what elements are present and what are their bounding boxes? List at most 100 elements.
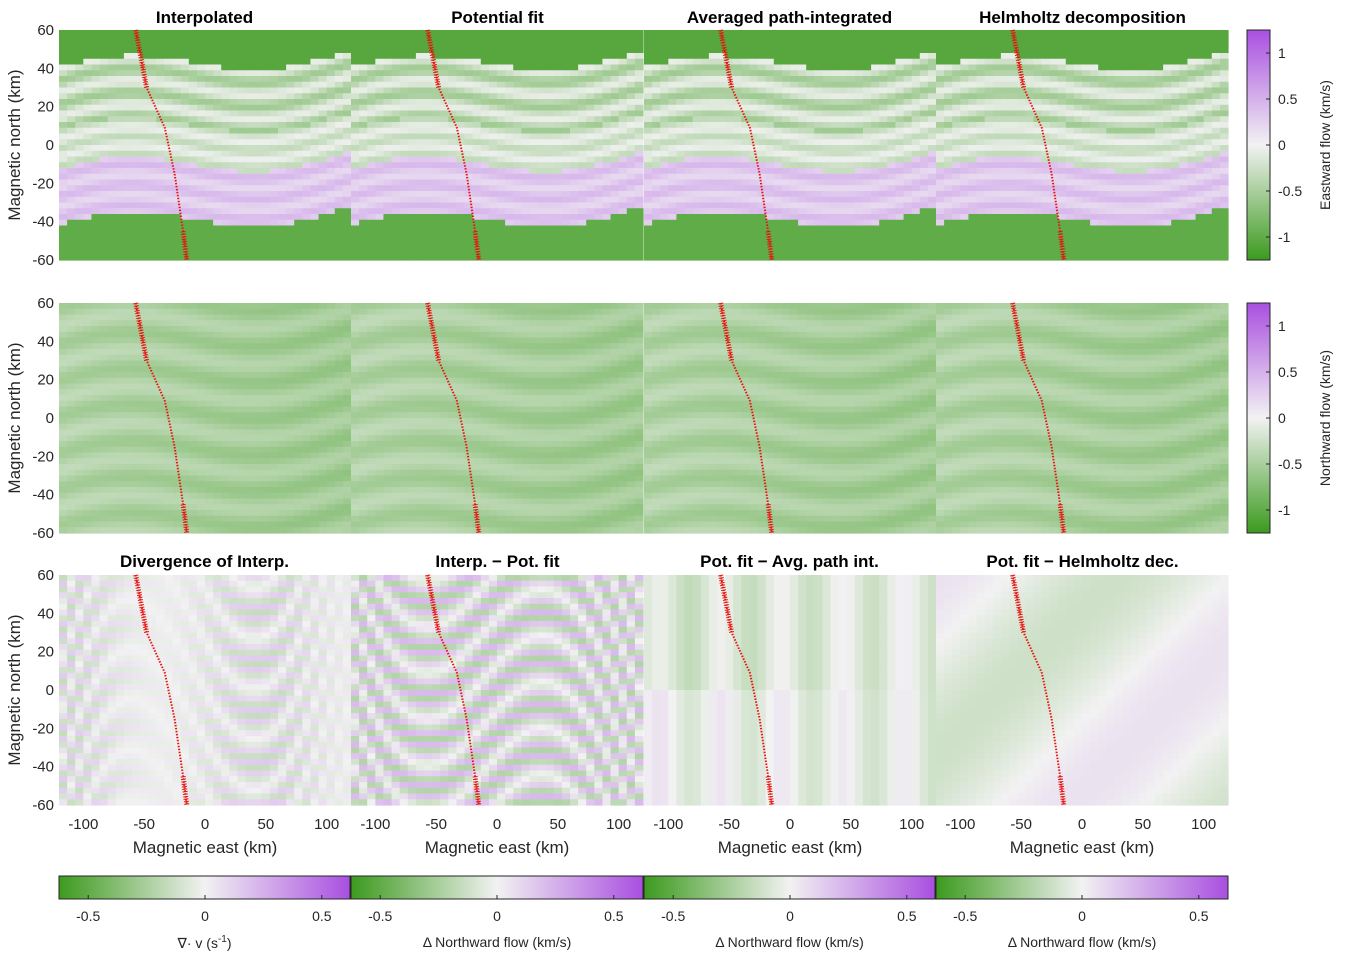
heatmap-cell [164, 116, 174, 123]
heatmap-cell [367, 248, 376, 255]
heatmap-cell [700, 191, 710, 198]
heatmap-cell [172, 70, 182, 77]
heatmap-cell [626, 162, 636, 169]
heatmap-cell [561, 122, 571, 129]
heatmap-cell [488, 214, 498, 221]
heatmap-cell [1138, 116, 1148, 123]
heatmap-cell [992, 76, 1002, 83]
heatmap-cell [407, 76, 417, 83]
heatmap-cell [757, 248, 767, 255]
heatmap-cell [529, 30, 539, 37]
heatmap-cell [480, 58, 490, 66]
heatmap-cell [692, 202, 702, 209]
heatmap-cell [960, 35, 970, 43]
heatmap-cell [1049, 76, 1059, 83]
heatmap-cell [83, 122, 93, 129]
heatmap-cell [497, 70, 506, 77]
heatmap-cell [488, 254, 498, 261]
heatmap-cell [652, 116, 661, 123]
heatmap-cell [424, 41, 433, 48]
heatmap-cell [871, 30, 880, 37]
heatmap-cell [464, 179, 474, 186]
heatmap-cell [513, 196, 522, 204]
heatmap-cell [1146, 53, 1156, 60]
heatmap-cell [537, 179, 547, 186]
heatmap-cell [838, 214, 848, 221]
heatmap-cell [497, 127, 506, 135]
heatmap-cell [1203, 47, 1213, 54]
heatmap-cell [838, 168, 848, 175]
heatmap-cell [553, 214, 563, 221]
heatmap-cell [887, 76, 897, 83]
heatmap-cell [806, 208, 815, 215]
heatmap-cell [871, 93, 880, 100]
heatmap-cell [456, 248, 466, 255]
heatmap-cell [1219, 116, 1229, 123]
heatmap-cell [1082, 99, 1091, 106]
heatmap-cell [594, 208, 604, 215]
heatmap-cell [887, 47, 897, 54]
heatmap-cell [968, 76, 978, 83]
heatmap-cell [717, 173, 726, 181]
heatmap-cell [513, 202, 522, 209]
heatmap-cell [618, 173, 628, 181]
heatmap-cell [351, 225, 360, 232]
heatmap-cell [59, 53, 68, 60]
heatmap-cell [294, 110, 303, 117]
heatmap-cell [676, 225, 686, 232]
heatmap-cell [156, 30, 166, 37]
heatmap-cell [480, 139, 490, 146]
heatmap-cell [221, 35, 230, 43]
heatmap-cell [927, 139, 937, 146]
heatmap-cell [919, 254, 929, 261]
heatmap-cell [1122, 99, 1132, 106]
heatmap-cell [879, 139, 888, 146]
heatmap-cell [407, 185, 417, 192]
heatmap-cell [830, 168, 840, 175]
heatmap-cell [172, 127, 182, 135]
heatmap-cell [725, 87, 734, 94]
heatmap-cell [1155, 81, 1164, 89]
heatmap-cell [91, 248, 101, 255]
heatmap-cell [570, 231, 579, 238]
heatmap-cell [253, 70, 263, 77]
heatmap-cell [302, 30, 312, 37]
heatmap-cell [375, 116, 385, 123]
heatmap-cell [261, 237, 271, 244]
heatmap-cell [318, 254, 328, 261]
heatmap-cell [594, 81, 604, 89]
heatmap-cell [903, 179, 913, 186]
heatmap-cell [781, 214, 791, 221]
heatmap-cell [1106, 76, 1116, 83]
heatmap-cell [269, 162, 279, 169]
heatmap-cell [91, 81, 101, 89]
heatmap-cell [976, 53, 986, 60]
heatmap-cell [822, 58, 832, 66]
heatmap-cell [976, 110, 986, 117]
heatmap-cell [854, 225, 864, 232]
heatmap-cell [553, 35, 563, 43]
heatmap-cell [545, 70, 555, 77]
heatmap-cell [911, 156, 921, 163]
heatmap-cell [375, 133, 385, 140]
heatmap-cell [561, 116, 571, 123]
heatmap-cell [67, 116, 76, 123]
heatmap-cell [391, 53, 401, 60]
heatmap-cell [822, 41, 832, 48]
heatmap-cell [521, 70, 531, 77]
heatmap-cell [757, 145, 767, 152]
heatmap-cell [359, 208, 368, 215]
heatmap-cell [115, 116, 125, 123]
heatmap-cell [269, 104, 279, 112]
heatmap-cell [1025, 104, 1034, 112]
heatmap-cell [1187, 110, 1197, 117]
heatmap-cell [944, 53, 953, 60]
heatmap-cell [668, 30, 678, 37]
heatmap-cell [188, 145, 198, 152]
heatmap-cell [253, 58, 263, 66]
heatmap-cell [618, 87, 628, 94]
heatmap-cell [480, 53, 490, 60]
heatmap-cell [132, 64, 141, 71]
heatmap-cell [488, 133, 498, 140]
heatmap-cell [148, 81, 157, 89]
